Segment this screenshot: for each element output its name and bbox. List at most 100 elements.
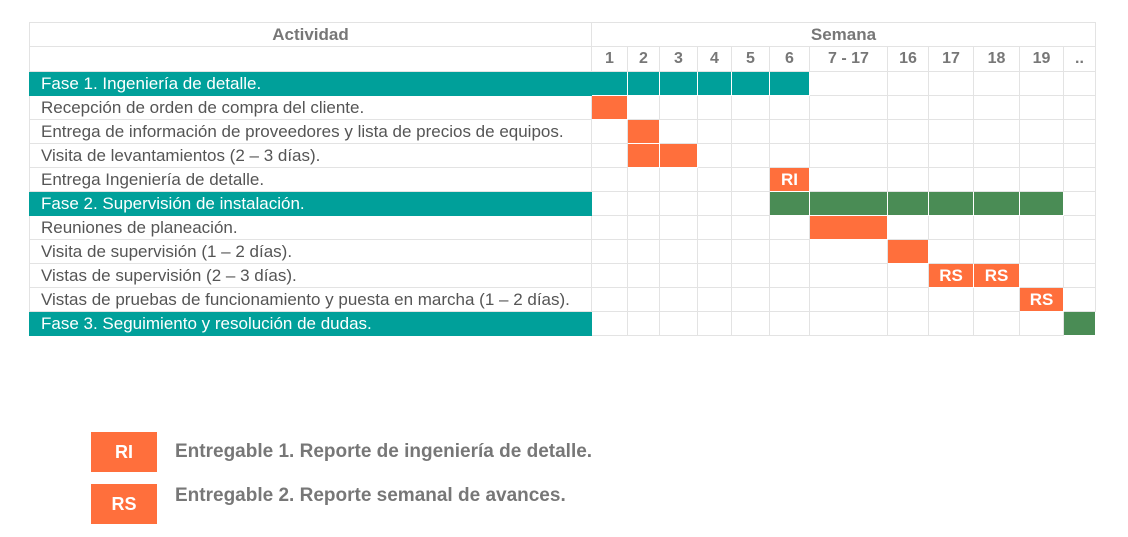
task-label: Entrega de información de proveedores y … (29, 119, 592, 144)
gantt-empty-cell (973, 215, 1020, 240)
week-number: 1 (591, 46, 628, 72)
task-label: Reuniones de planeación. (29, 215, 592, 240)
gantt-empty-cell (1019, 167, 1064, 192)
gantt-empty-cell (973, 143, 1020, 168)
gantt-bar-cell (1019, 191, 1064, 216)
gantt-empty-cell (769, 119, 810, 144)
gantt-bar-cell (769, 191, 810, 216)
gantt-empty-cell (731, 143, 770, 168)
gantt-empty-cell (809, 143, 888, 168)
gantt-empty-cell (809, 71, 888, 96)
gantt-empty-cell (887, 311, 929, 336)
gantt-empty-cell (697, 95, 732, 120)
legend-text-ri: Entregable 1. Reporte de ingeniería de d… (175, 441, 593, 462)
gantt-empty-cell (731, 95, 770, 120)
gantt-empty-cell (973, 287, 1020, 312)
gantt-empty-cell (1063, 263, 1096, 288)
gantt-empty-cell (1063, 191, 1096, 216)
gantt-empty-cell (697, 239, 732, 264)
gantt-bar-cell (809, 215, 888, 240)
task-label: Visita de levantamientos (2 – 3 días). (29, 143, 592, 168)
gantt-empty-cell (731, 311, 770, 336)
gantt-bar-cell (769, 71, 810, 96)
week-number: 5 (731, 46, 770, 72)
gantt-bar-cell (627, 119, 660, 144)
gantt-empty-cell (928, 71, 974, 96)
gantt-empty-cell (659, 311, 698, 336)
gantt-empty-cell (697, 143, 732, 168)
gantt-empty-cell (627, 287, 660, 312)
gantt-empty-cell (659, 191, 698, 216)
gantt-bar-cell (973, 191, 1020, 216)
gantt-empty-cell (659, 287, 698, 312)
gantt-empty-cell (731, 215, 770, 240)
gantt-empty-cell (591, 167, 628, 192)
gantt-empty-cell (1063, 95, 1096, 120)
gantt-empty-cell (591, 191, 628, 216)
gantt-empty-cell (591, 215, 628, 240)
gantt-empty-cell (659, 119, 698, 144)
gantt-empty-cell (809, 239, 888, 264)
gantt-empty-cell (591, 287, 628, 312)
week-number: 6 (769, 46, 810, 72)
gantt-empty-cell (887, 119, 929, 144)
gantt-empty-cell (973, 119, 1020, 144)
gantt-empty-cell (731, 239, 770, 264)
gantt-empty-cell (627, 311, 660, 336)
gantt-empty-cell (627, 95, 660, 120)
gantt-empty-cell (928, 119, 974, 144)
gantt-empty-cell (809, 119, 888, 144)
week-spacer (29, 46, 592, 72)
gantt-empty-cell (659, 239, 698, 264)
phase-label: Fase 1. Ingeniería de detalle. (29, 71, 592, 96)
gantt-empty-cell (1019, 71, 1064, 96)
header-row: Actividad Semana (29, 22, 1096, 47)
gantt-empty-cell (887, 263, 929, 288)
legend-swatch-ri: RI (91, 432, 157, 472)
week-number: 3 (659, 46, 698, 72)
gantt-empty-cell (928, 143, 974, 168)
gantt-bar-cell (591, 71, 628, 96)
week-number: 18 (973, 46, 1020, 72)
gantt-empty-cell (697, 263, 732, 288)
gantt-empty-cell (627, 215, 660, 240)
deliverable-mark: RS (939, 266, 963, 285)
gantt-empty-cell (1063, 143, 1096, 168)
task-row: Reuniones de planeación. (29, 215, 1096, 240)
gantt-bar-cell (627, 143, 660, 168)
gantt-empty-cell (731, 119, 770, 144)
gantt-bar-cell (887, 191, 929, 216)
gantt-empty-cell (1019, 263, 1064, 288)
task-label: Vistas de pruebas de funcionamiento y pu… (29, 287, 592, 312)
gantt-empty-cell (591, 119, 628, 144)
gantt-bar-cell (1063, 311, 1096, 336)
gantt-empty-cell (928, 215, 974, 240)
gantt-empty-cell (627, 167, 660, 192)
gantt-empty-cell (659, 215, 698, 240)
gantt-empty-cell (659, 95, 698, 120)
task-row: Vistas de pruebas de funcionamiento y pu… (29, 287, 1096, 312)
gantt-empty-cell (659, 263, 698, 288)
gantt-empty-cell (928, 239, 974, 264)
gantt-empty-cell (887, 167, 929, 192)
gantt-empty-cell (697, 311, 732, 336)
gantt-empty-cell (809, 311, 888, 336)
gantt-empty-cell (731, 167, 770, 192)
deliverable-mark: RI (781, 170, 798, 189)
gantt-bar-cell (697, 71, 732, 96)
gantt-empty-cell (591, 311, 628, 336)
gantt-empty-cell (697, 167, 732, 192)
gantt-empty-cell (697, 191, 732, 216)
week-number: 19 (1019, 46, 1064, 72)
gantt-bar-cell (928, 191, 974, 216)
gantt-empty-cell (591, 263, 628, 288)
gantt-empty-cell (769, 263, 810, 288)
gantt-empty-cell (1063, 239, 1096, 264)
phase-row: Fase 3. Seguimiento y resolución de duda… (29, 311, 1096, 336)
gantt-empty-cell (591, 239, 628, 264)
task-row: Visita de levantamientos (2 – 3 días). (29, 143, 1096, 168)
gantt-empty-cell (627, 239, 660, 264)
gantt-empty-cell (769, 143, 810, 168)
gantt-empty-cell (627, 191, 660, 216)
